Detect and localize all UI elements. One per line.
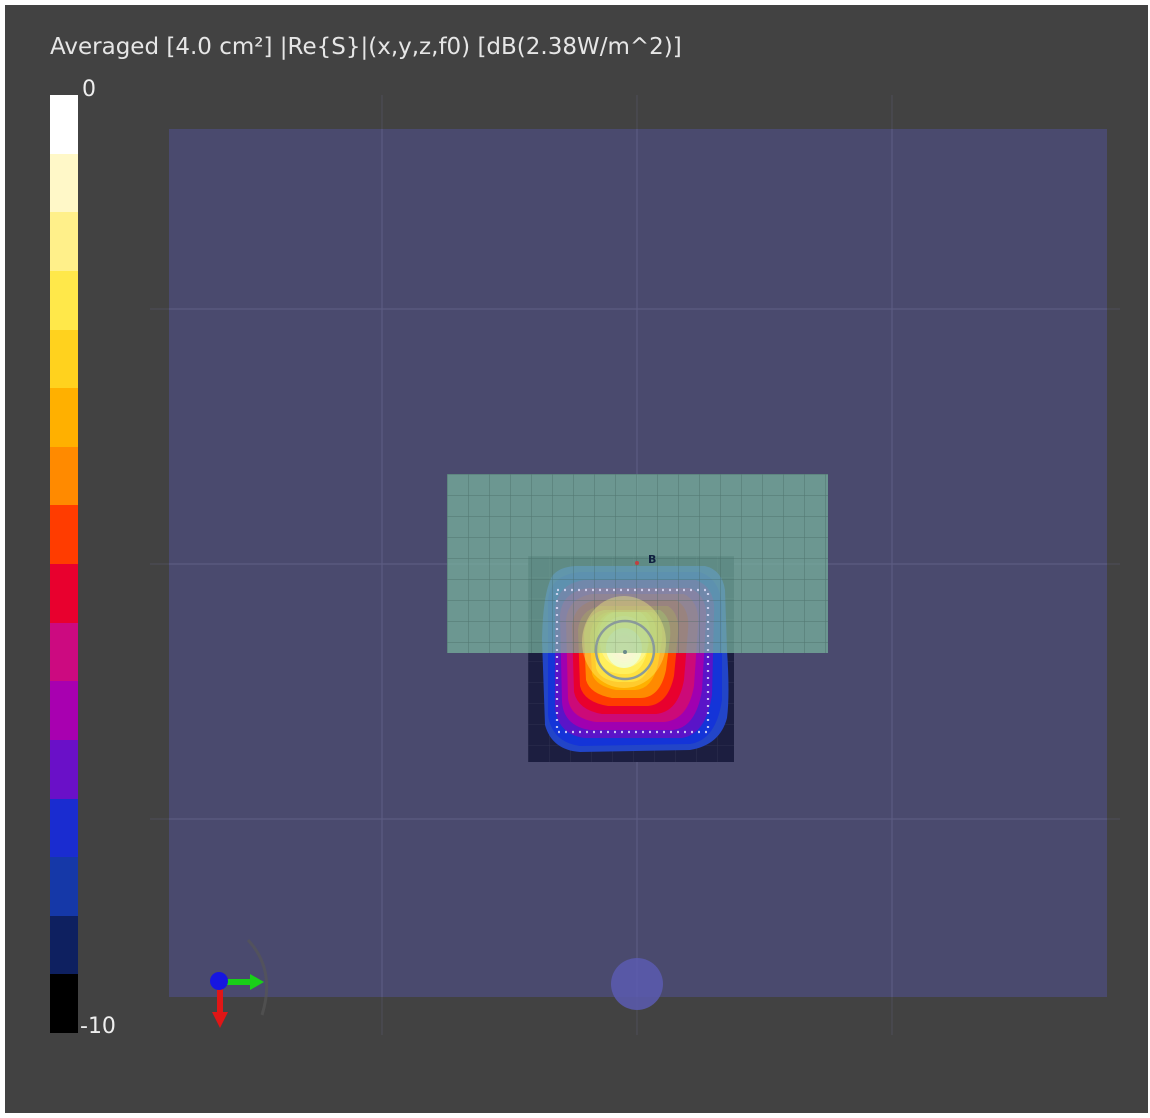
colorbar-segment (50, 95, 78, 154)
colorbar-segment (50, 446, 78, 506)
colorbar-segment (50, 798, 78, 858)
colorbar-min-label: -10 (80, 1014, 116, 1039)
colorbar-segment (50, 270, 78, 330)
colorbar-segment (50, 974, 78, 1033)
plot-title: Averaged [4.0 cm²] |Re{S}|(x,y,z,f0) [dB… (50, 34, 682, 60)
colorbar-segment (50, 505, 78, 564)
colorbar-segment (50, 857, 78, 916)
colorbar-segment (50, 212, 78, 271)
colorbar-segment (50, 739, 78, 799)
probe-marker-label: B (648, 553, 656, 566)
colorbar-segment (50, 329, 78, 389)
colorbar-segment (50, 564, 78, 623)
colorbar-segment (50, 622, 78, 682)
colorbar-max-label: 0 (82, 77, 96, 102)
colorbar-segment (50, 153, 78, 213)
peak-location-marker (594, 619, 656, 681)
colorbar-segment (50, 915, 78, 975)
colorbar-segment (50, 681, 78, 740)
axes-triad-icon (210, 938, 269, 1028)
origin-marker (611, 958, 663, 1010)
colorbar-segment (50, 388, 78, 447)
colorbar (50, 95, 78, 1033)
